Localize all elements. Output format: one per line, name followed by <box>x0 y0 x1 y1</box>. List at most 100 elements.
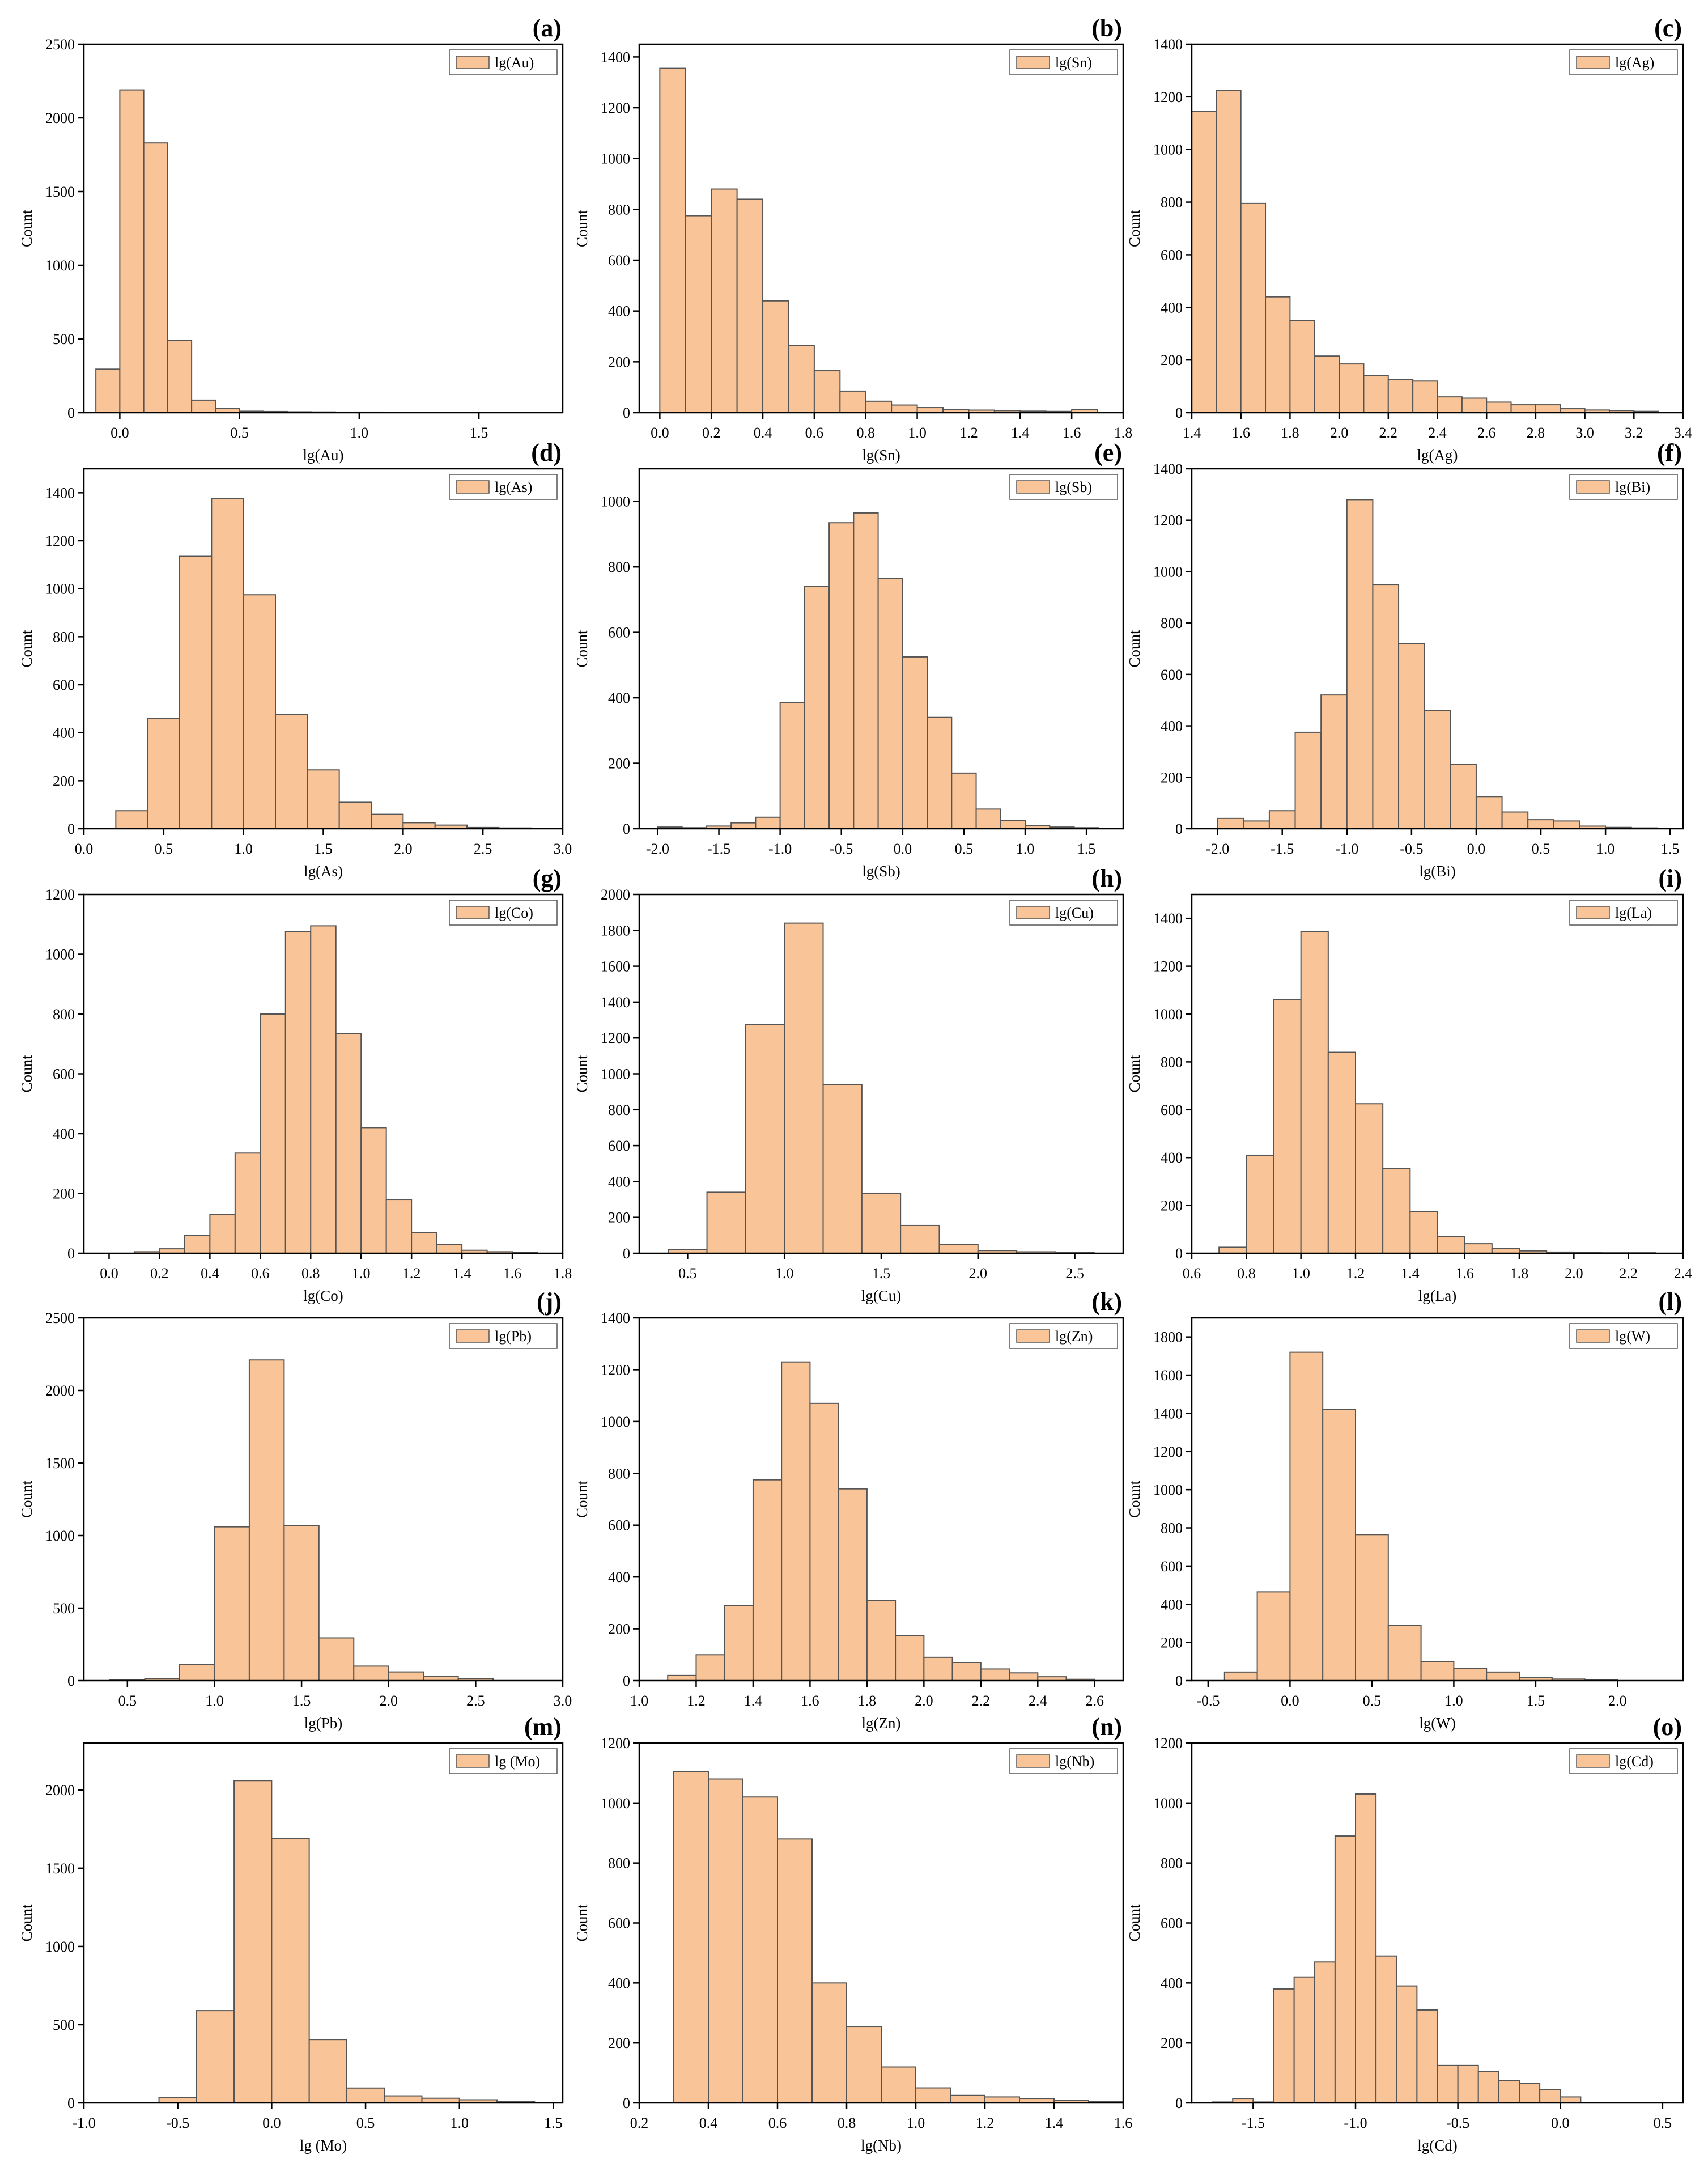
x-axis-label: lg(Pb) <box>304 1715 343 1732</box>
y-tick-label: 1200 <box>1153 1444 1183 1460</box>
bar <box>811 1982 847 2103</box>
y-tick-label: 0 <box>67 1245 75 1262</box>
bar <box>980 1668 1010 1681</box>
panel-label: (h) <box>1091 864 1122 892</box>
y-tick-label: 800 <box>53 629 75 645</box>
x-axis: 0.0 0.5 1.0 1.5 2.0 2.5 3.0 <box>75 829 572 857</box>
legend-swatch <box>1016 480 1050 494</box>
bar <box>1527 819 1554 829</box>
y-tick-label: 400 <box>1161 718 1183 735</box>
legend-swatch <box>1016 56 1050 69</box>
y-tick-label: 2000 <box>601 887 630 903</box>
y-tick-label: 600 <box>1161 1915 1183 1932</box>
bar <box>881 2066 916 2103</box>
bar <box>706 1191 746 1254</box>
y-axis: 0 200 400 600 800 1000 <box>601 494 639 837</box>
x-tick-label: 1.8 <box>1114 425 1133 441</box>
y-axis: 0 200 400 600 800 1000 1200 <box>601 1735 639 2111</box>
y-tick-label: 800 <box>1161 615 1183 631</box>
legend-swatch <box>456 480 490 494</box>
y-tick-label: 2000 <box>45 110 75 126</box>
x-tick-label: 1.5 <box>1077 841 1096 857</box>
bar <box>685 215 712 413</box>
x-tick-label: 2.4 <box>1674 1265 1693 1282</box>
x-axis-label: lg(W) <box>1419 1715 1455 1732</box>
y-tick-label: 1000 <box>45 1528 75 1544</box>
y-tick-label: 1400 <box>601 1310 630 1326</box>
y-tick-label: 1500 <box>45 184 75 200</box>
x-tick-label: -1.5 <box>707 841 730 857</box>
y-axis: 0 200 400 600 800 1000 1200 1400 <box>601 1310 639 1689</box>
x-tick-label: -1.0 <box>1335 841 1358 857</box>
plot-frame <box>638 468 1124 830</box>
y-tick-label: 800 <box>1161 1855 1183 1872</box>
x-tick-label: 0.5 <box>1532 841 1550 857</box>
bar <box>838 1488 868 1682</box>
x-tick-label: 2.0 <box>1608 1693 1627 1709</box>
legend: lg(Bi) <box>1569 474 1678 500</box>
y-tick-label: 1000 <box>601 1414 630 1430</box>
bar <box>1539 2089 1561 2103</box>
chart-panel-b: 0.0 0.2 0.4 0.6 0.8 1.0 1.2 1.4 1.6 1.8 0 200 400 600… <box>573 14 1132 464</box>
x-tick-label: -1.0 <box>72 2115 95 2131</box>
x-tick-label: 1.6 <box>1231 425 1250 441</box>
x-axis-label: lg(Sb) <box>862 863 900 880</box>
panel-label: (d) <box>531 439 562 466</box>
y-tick-label: 800 <box>608 201 630 218</box>
y-axis: 0 200 400 600 800 1000 1200 1400 <box>1153 36 1192 421</box>
bar <box>271 1838 310 2104</box>
bar <box>1000 820 1026 830</box>
y-tick-label: 800 <box>608 1855 630 1872</box>
x-tick-label: 1.2 <box>1346 1265 1365 1282</box>
bar <box>1372 584 1400 830</box>
bar <box>804 586 830 830</box>
bar <box>1450 764 1477 830</box>
bar <box>916 407 944 414</box>
y-tick-label: 1600 <box>601 958 630 975</box>
y-tick-label: 1000 <box>1153 1482 1183 1498</box>
legend: lg(Nb) <box>1009 1748 1118 1774</box>
bar <box>191 399 216 414</box>
legend: lg(Sb) <box>1009 474 1118 500</box>
y-axis-label: Count <box>18 1480 35 1518</box>
x-axis: 0.0 0.5 1.0 1.5 <box>111 413 488 441</box>
x-axis: -1.5 -1.0 -0.5 0.0 0.5 <box>1242 2103 1672 2131</box>
bar <box>813 370 841 413</box>
bar <box>1289 320 1315 413</box>
panel-label: (l) <box>1658 1288 1682 1316</box>
y-tick-label: 1400 <box>601 49 630 65</box>
y-tick-label: 1000 <box>45 257 75 274</box>
x-tick-label: 0.8 <box>301 1265 320 1282</box>
bar <box>1314 355 1340 414</box>
bar <box>1420 1661 1455 1681</box>
x-tick-label: 2.5 <box>474 841 492 857</box>
bar <box>1424 710 1451 830</box>
y-tick-label: 1800 <box>601 922 630 939</box>
bar <box>436 1244 463 1254</box>
y-tick-label: 400 <box>608 1975 630 1991</box>
bars <box>158 1780 536 2104</box>
y-tick-label: 500 <box>53 2017 75 2033</box>
y-tick-label: 0 <box>67 405 75 421</box>
x-tick-label: 0.6 <box>805 425 824 441</box>
legend-swatch <box>1016 906 1050 919</box>
plot-frame <box>1191 893 1684 1254</box>
y-tick-label: 600 <box>1161 247 1183 263</box>
bar <box>1334 1835 1356 2104</box>
x-tick-label: 3.4 <box>1674 425 1693 441</box>
y-tick-label: 200 <box>608 354 630 370</box>
y-axis-label: Count <box>18 630 35 668</box>
x-axis: 0.0 0.2 0.4 0.6 0.8 1.0 1.2 1.4 1.6 1.8 <box>651 413 1132 441</box>
legend-label: lg(Nb) <box>1055 1753 1094 1770</box>
y-tick-label: 400 <box>608 690 630 706</box>
x-tick-label: -2.0 <box>1206 841 1229 857</box>
y-tick-label: 800 <box>53 1006 75 1023</box>
x-tick-label: 0.6 <box>768 2115 787 2131</box>
bar <box>1464 1243 1493 1254</box>
legend: lg(Au) <box>449 49 558 75</box>
bar <box>402 822 436 829</box>
bar <box>1437 1236 1465 1254</box>
y-tick-label: 400 <box>53 725 75 741</box>
panel-label: (f) <box>1657 439 1682 466</box>
bar <box>1191 111 1217 413</box>
